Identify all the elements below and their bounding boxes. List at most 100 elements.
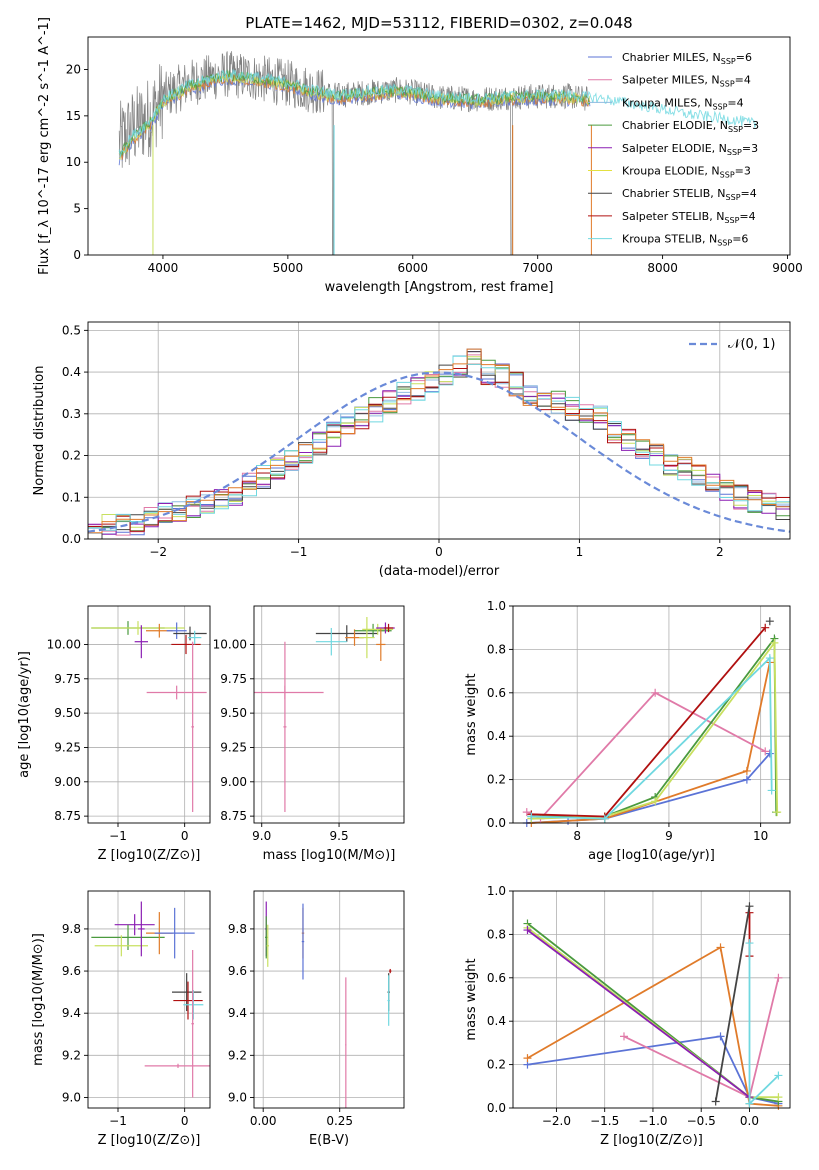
y-tick-label: 0.5 bbox=[62, 323, 81, 337]
weight-line bbox=[531, 662, 771, 824]
x-axis-label: age [log10(age/yr)] bbox=[588, 848, 715, 863]
x-tick-label: −1 bbox=[290, 545, 308, 559]
weight-series bbox=[522, 688, 770, 823]
observed-spectrum bbox=[118, 51, 588, 255]
chart-title: PLATE=1462, MJD=53112, FIBERID=0302, z=0… bbox=[245, 14, 632, 32]
error-bar-point bbox=[134, 625, 148, 659]
x-tick-label: −2.0 bbox=[542, 1114, 571, 1128]
y-tick-label: 9.75 bbox=[220, 672, 247, 686]
x-tick-label: 9 bbox=[665, 829, 673, 843]
error-bar-point bbox=[265, 916, 268, 959]
weight-line bbox=[531, 655, 773, 820]
y-axis-label: Normed distribution bbox=[32, 366, 47, 496]
y-tick-label: 9.0 bbox=[228, 1090, 247, 1104]
model-spectrum bbox=[118, 69, 591, 157]
weight-line bbox=[527, 1035, 779, 1105]
residuals-plot-area bbox=[88, 348, 790, 539]
residuals-panel: −2 −1 0 1 2 0.0 0.1 0.2 0.3 0.4 0.5 (data-model)/er… bbox=[32, 321, 791, 579]
x-tick-label: −1 bbox=[109, 1114, 127, 1128]
weight-marker bbox=[716, 1032, 725, 1041]
error-bar-point bbox=[172, 973, 202, 1012]
mass-weight-vs-age-panel: 8 9 10 0.0 0.2 0.4 0.6 0.8 1.0 age [log10(age/yr)… bbox=[464, 599, 791, 863]
y-tick-label: 9.50 bbox=[220, 706, 247, 720]
model-spectrum bbox=[118, 69, 757, 158]
x-tick-label: 0.00 bbox=[250, 1114, 277, 1128]
x-axis-label: mass [log10(M/M⊙)] bbox=[263, 848, 396, 863]
weight-marker bbox=[716, 943, 725, 952]
y-tick-label: 9.2 bbox=[228, 1048, 247, 1062]
residual-histogram bbox=[88, 351, 790, 539]
legend-entry: Salpeter ELODIE, NSSP=3 bbox=[622, 142, 758, 157]
error-bar-point bbox=[138, 901, 145, 957]
x-tick-label: 9.5 bbox=[330, 829, 349, 843]
mass-weight-vs-Z-panel: −2.0 −1.5 −1.0 −0.5 0.0 0.0 0.2 0.4 0.6 0.8 1.0 Z [… bbox=[464, 884, 791, 1148]
y-tick-label: 9.8 bbox=[62, 922, 81, 936]
axes-frame bbox=[87, 890, 211, 1109]
legend-entry: Kroupa STELIB, NSSP=6 bbox=[622, 233, 748, 248]
y-tick-label: 0.3 bbox=[62, 407, 81, 421]
y-tick-label: 15 bbox=[66, 109, 81, 123]
legend-entry: Salpeter MILES, NSSP=4 bbox=[622, 74, 751, 89]
x-tick-label: −2 bbox=[149, 545, 167, 559]
weight-marker bbox=[761, 747, 770, 756]
x-axis-label: Z [log10(Z/Z⊙)] bbox=[600, 1133, 703, 1148]
error-bar-point bbox=[173, 981, 203, 1020]
weight-series bbox=[765, 617, 774, 626]
error-bar-point bbox=[183, 990, 204, 1020]
residual-histogram bbox=[88, 348, 790, 539]
x-tick-label: 0.0 bbox=[740, 1114, 759, 1128]
error-bar-point bbox=[191, 641, 194, 813]
mass-vs-EBV-panel: 0.00 0.25 9.0 9.2 9.4 9.6 9.8 E(B-V) bbox=[228, 890, 405, 1148]
error-bar-point bbox=[387, 975, 390, 1026]
y-axis-label: age [log10(age/yr)] bbox=[17, 651, 32, 778]
y-tick-label: 0.4 bbox=[487, 1014, 506, 1028]
weight-marker bbox=[765, 654, 774, 663]
weight-series bbox=[527, 658, 774, 827]
y-tick-label: 0.2 bbox=[487, 773, 506, 787]
x-tick-label: 10 bbox=[753, 829, 768, 843]
weight-marker bbox=[651, 688, 660, 697]
weight-series bbox=[527, 654, 776, 823]
error-bar-point bbox=[173, 626, 207, 641]
error-bar-point bbox=[376, 627, 386, 661]
legend-entry: Kroupa ELODIE, NSSP=3 bbox=[622, 165, 751, 180]
y-tick-label: 9.25 bbox=[220, 740, 247, 754]
weight-marker bbox=[770, 638, 779, 647]
weight-line bbox=[531, 640, 779, 820]
error-bar-point bbox=[283, 641, 287, 813]
y-tick-label: 9.75 bbox=[54, 672, 81, 686]
y-tick-label: 0.0 bbox=[487, 1101, 506, 1115]
weight-marker bbox=[523, 1054, 532, 1063]
y-axis-label: Flux [f_λ 10^-17 erg cm^-2 s^-1 A^-1] bbox=[37, 17, 52, 275]
x-tick-label: 1 bbox=[576, 545, 584, 559]
error-bar-point bbox=[359, 616, 375, 659]
x-tick-label: −1.5 bbox=[590, 1114, 619, 1128]
error-bar-point bbox=[354, 623, 392, 638]
weight-marker bbox=[600, 814, 609, 823]
weight-marker bbox=[651, 797, 660, 806]
axes-frame bbox=[253, 605, 405, 824]
axes-frame bbox=[512, 605, 791, 824]
y-tick-label: 5 bbox=[73, 202, 81, 216]
y-tick-label: 10.00 bbox=[47, 637, 81, 651]
gaussian-curve bbox=[88, 371, 790, 533]
y-tick-label: 8.75 bbox=[54, 809, 81, 823]
y-tick-label: 0.6 bbox=[487, 971, 506, 985]
weight-marker bbox=[619, 1032, 628, 1041]
x-axis-label: wavelength [Angstrom, rest frame] bbox=[325, 280, 554, 295]
model-spectrum bbox=[118, 72, 591, 160]
weight-marker bbox=[522, 808, 531, 817]
plot-area bbox=[254, 616, 395, 813]
residual-histogram bbox=[88, 356, 790, 539]
error-bar-point bbox=[315, 627, 347, 656]
weight-marker bbox=[761, 623, 770, 632]
plot-area bbox=[522, 617, 782, 827]
axes-frame bbox=[253, 890, 405, 1109]
y-tick-label: 0.2 bbox=[62, 449, 81, 463]
x-tick-label: −1.0 bbox=[638, 1114, 667, 1128]
y-tick-label: 0.0 bbox=[62, 532, 81, 546]
weight-marker bbox=[767, 786, 776, 795]
y-tick-label: 9.6 bbox=[62, 964, 81, 978]
spectrum-plot-area bbox=[118, 51, 757, 255]
